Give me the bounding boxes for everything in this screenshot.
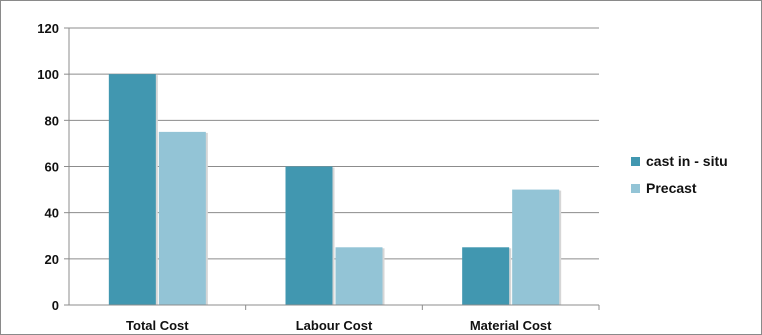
- axes: [64, 27, 600, 310]
- legend-swatch: [631, 157, 640, 166]
- legend-label: cast in - situ: [646, 153, 728, 169]
- y-tick-labels: 0 20 40 60 80 100 120: [37, 21, 59, 313]
- bar-cast-in-situ-labour-cost: [285, 166, 333, 305]
- legend-swatch: [631, 184, 640, 193]
- bar-precast-labour-cost: [335, 247, 383, 305]
- legend: cast in - situ Precast: [631, 153, 728, 196]
- bar-precast-material-cost: [512, 189, 560, 305]
- x-tick-label: Labour Cost: [296, 318, 373, 333]
- bar-cast-in-situ-total-cost: [108, 74, 156, 306]
- y-tick-label: 80: [45, 113, 59, 128]
- bar-cast-in-situ-material-cost: [462, 247, 510, 305]
- y-tick-label: 20: [45, 252, 59, 267]
- y-tick-label: 60: [45, 160, 59, 175]
- legend-label: Precast: [646, 180, 697, 196]
- bar-precast-total-cost: [158, 131, 206, 305]
- bars: [108, 74, 562, 306]
- x-tick-label: Total Cost: [126, 318, 189, 333]
- y-tick-label: 100: [37, 67, 59, 82]
- y-tick-label: 0: [52, 298, 59, 313]
- y-tick-label: 120: [37, 21, 59, 36]
- x-tick-labels: Total Cost Labour Cost Material Cost: [126, 318, 552, 333]
- x-tick-label: Material Cost: [470, 318, 552, 333]
- y-tick-label: 40: [45, 206, 59, 221]
